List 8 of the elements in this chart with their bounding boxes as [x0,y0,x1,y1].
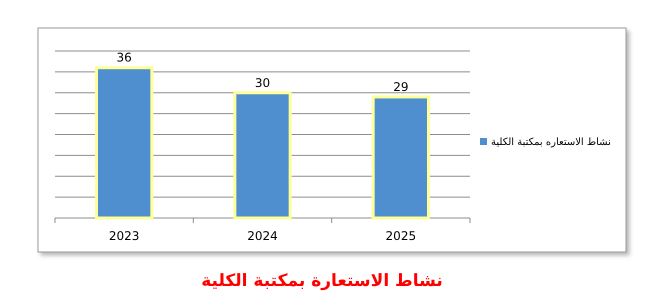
data-label: 29 [393,80,408,94]
legend-label: نشاط الاستعاره بمكتبة الكلية [491,137,611,148]
x-tick-label: 2024 [247,229,278,243]
x-tick-label: 2023 [108,229,140,243]
text: نشاط الاستعارة بمكتبة الكلية [201,271,443,291]
x-tick-label: 2025 [386,229,416,243]
data-label: 36 [116,50,132,65]
data-label: 30 [254,76,270,90]
